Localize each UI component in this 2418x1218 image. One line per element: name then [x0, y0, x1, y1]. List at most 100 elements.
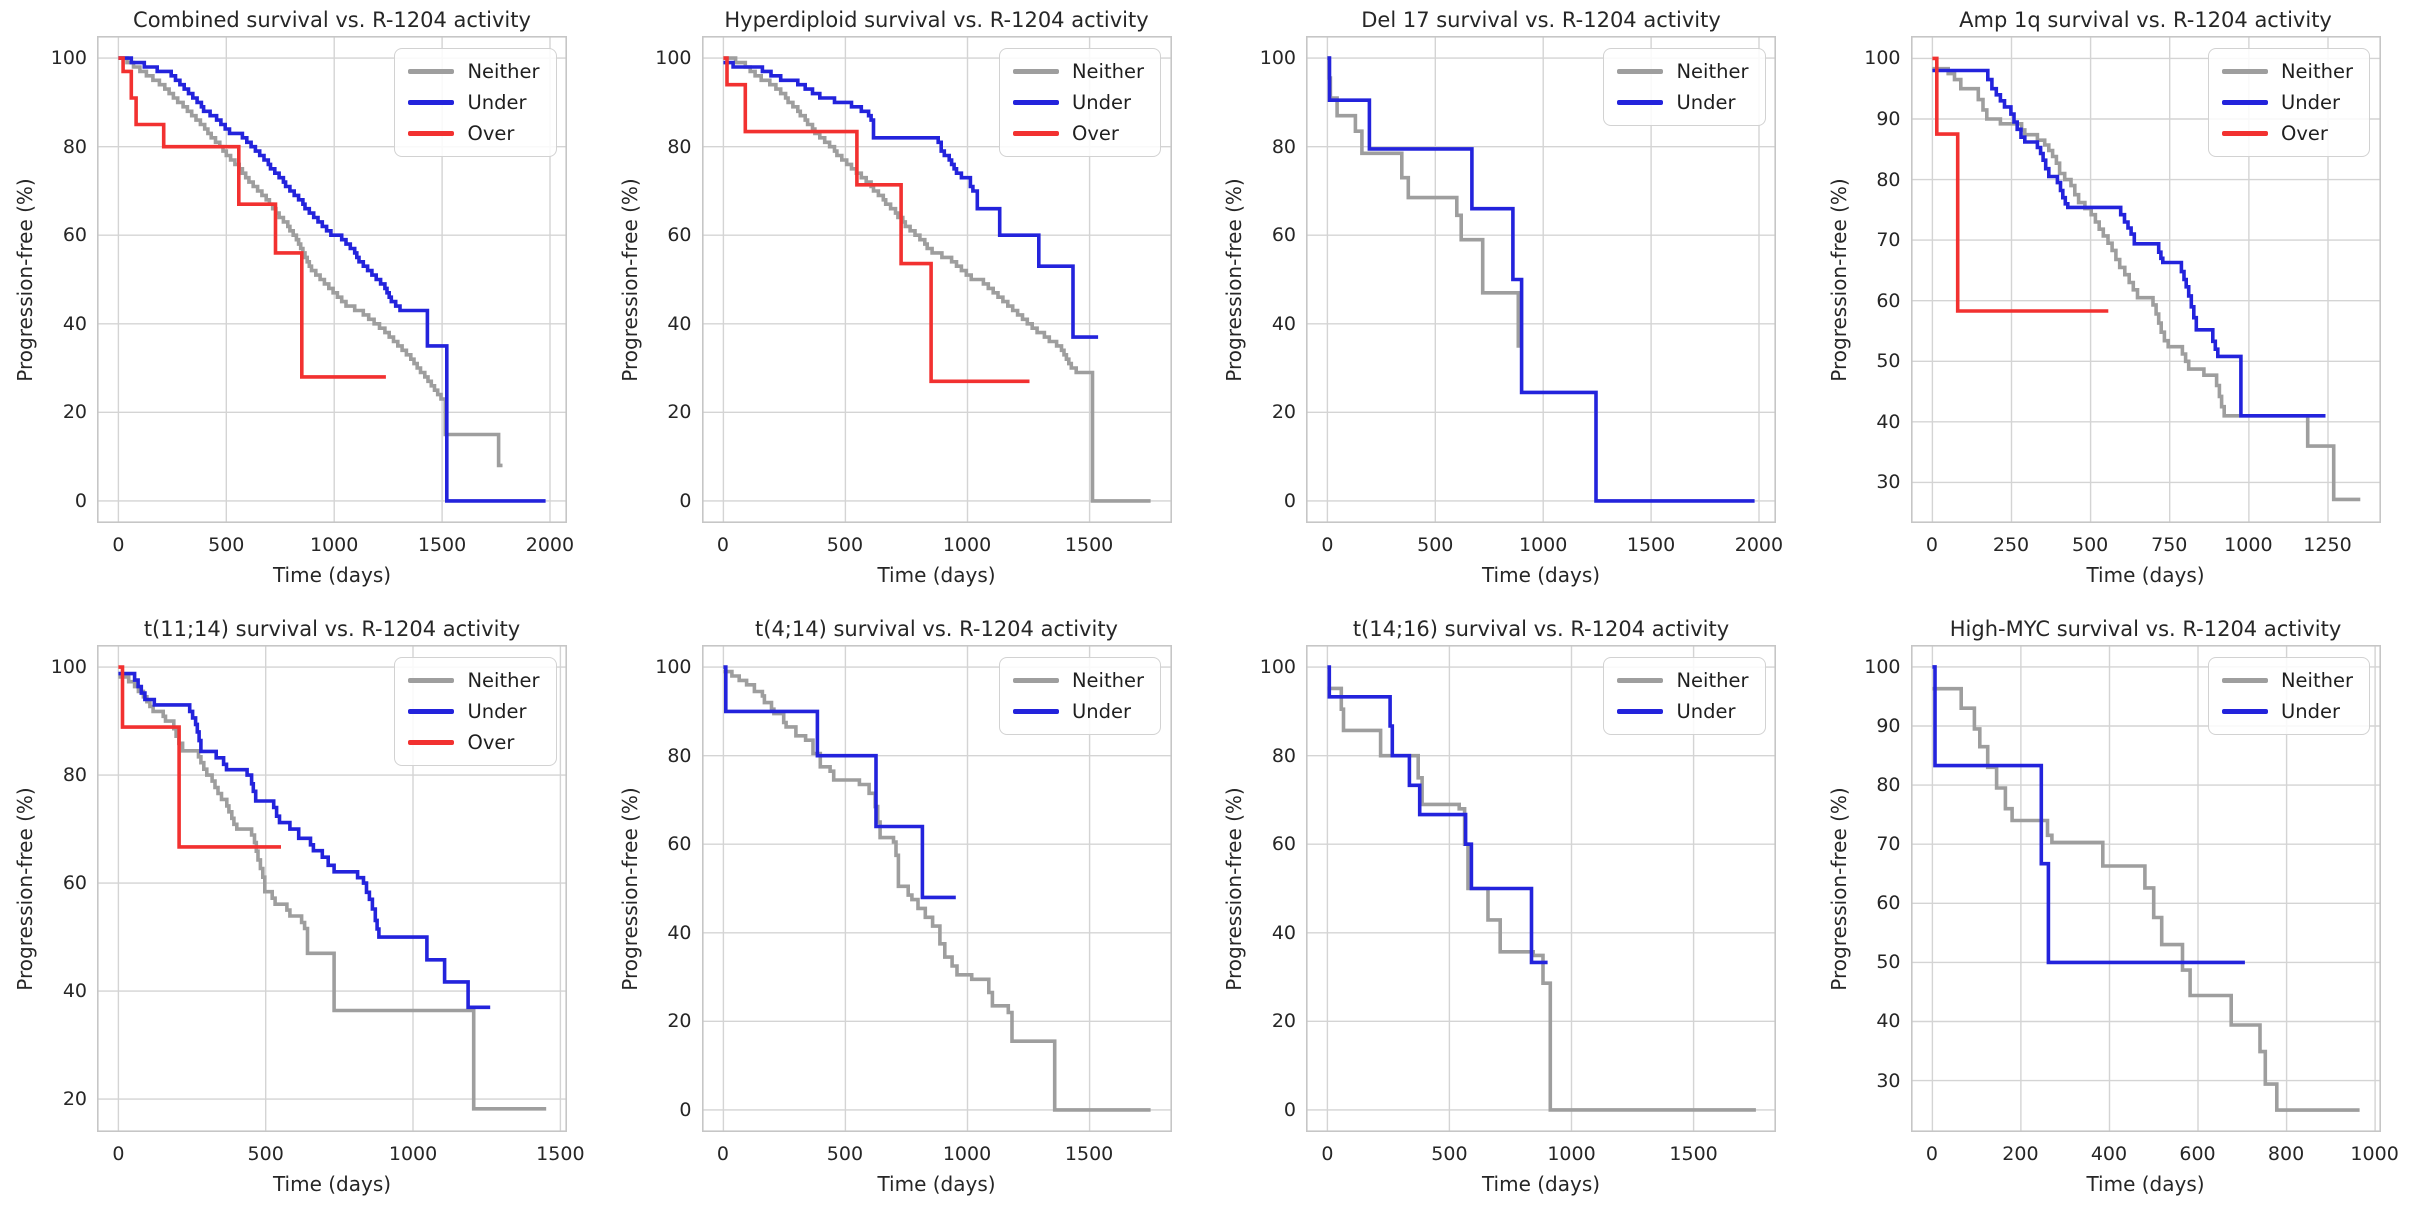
km-curve-neither — [118, 56, 503, 468]
y-tick-label: 100 — [655, 47, 692, 70]
legend-entry: Over — [408, 118, 539, 149]
y-tick-label: 60 — [667, 833, 692, 856]
y-tick-label: 40 — [1876, 1010, 1901, 1033]
y-tick-label: 90 — [1876, 714, 1901, 737]
y-tick-label: 40 — [62, 312, 87, 335]
chart-title: High-MYC survival vs. R-1204 activity — [1949, 617, 2342, 641]
x-tick-label: 600 — [2179, 1143, 2216, 1165]
legend-swatch-under — [1012, 100, 1059, 105]
y-axis-label: Progression-free (%) — [1222, 786, 1246, 991]
legend-swatch-over — [1012, 131, 1059, 136]
chart-title: Amp 1q survival vs. R-1204 activity — [1959, 8, 2332, 32]
x-tick-label: 750 — [2151, 534, 2188, 556]
y-tick-label: 80 — [1876, 774, 1901, 797]
legend-entry: Neither — [1012, 665, 1144, 696]
subplot-hyperdiploid: Hyperdiploid survival vs. R-1204 activit… — [605, 0, 1209, 609]
chart-title: Hyperdiploid survival vs. R-1204 activit… — [724, 8, 1149, 32]
x-tick-label: 1500 — [1064, 534, 1114, 556]
plot-frame — [97, 36, 567, 523]
y-tick-label: 30 — [1876, 1069, 1901, 1092]
legend-entry: Neither — [408, 56, 540, 87]
x-tick-label: 500 — [247, 1143, 284, 1165]
plot-frame — [701, 36, 1172, 523]
legend-label: Under — [1071, 91, 1131, 114]
x-tick-label: 1500 — [1626, 534, 1676, 556]
x-tick-label: 500 — [2071, 534, 2109, 556]
plot-area — [97, 645, 567, 1132]
y-tick-label: 20 — [62, 1088, 87, 1111]
legend-entry: Under — [2221, 87, 2353, 118]
km-curve-under — [722, 60, 1098, 339]
x-tick-label: 400 — [2090, 1143, 2128, 1165]
x-tick-label: 1000 — [2350, 1143, 2399, 1165]
y-tick-label: 0 — [679, 1098, 692, 1121]
y-tick-label: 20 — [1271, 1010, 1296, 1033]
subplot-del17: Del 17 survival vs. R-1204 activity Progr… — [1209, 0, 1813, 609]
y-tick-label: 60 — [62, 224, 87, 247]
y-tick-label: 100 — [655, 656, 692, 679]
y-tick-label: 80 — [1271, 135, 1296, 158]
legend-entry: Under — [1617, 87, 1748, 118]
subplot-combined: Combined survival vs. R-1204 activity Pro… — [0, 0, 604, 609]
legend-swatch-under — [1012, 709, 1059, 714]
x-tick-label: 1000 — [388, 1143, 438, 1165]
km-curve-neither — [1931, 686, 2360, 1112]
y-axis-label: Progression-free (%) — [13, 177, 37, 382]
chart-title: Del 17 survival vs. R-1204 activity — [1361, 8, 1721, 32]
x-tick-label: 1500 — [1669, 1143, 1718, 1165]
km-curve-neither — [118, 675, 547, 1111]
km-curve-over — [1931, 56, 2108, 313]
legend-swatch-under — [408, 709, 455, 714]
y-tick-label: 60 — [1876, 289, 1901, 312]
plot-area — [1910, 36, 2381, 523]
y-tick-label: 20 — [1271, 401, 1296, 424]
x-tick-label: 200 — [2002, 1143, 2039, 1165]
legend-label: Under — [1676, 91, 1736, 114]
x-tick-label: 500 — [826, 534, 864, 556]
km-curve-over — [118, 665, 281, 849]
x-tick-label: 0 — [112, 1143, 125, 1165]
legend-entry: Under — [408, 696, 539, 727]
legend-label: Under — [1676, 700, 1736, 723]
plot-frame — [1910, 645, 2381, 1132]
y-tick-label: 70 — [1876, 229, 1901, 252]
x-tick-label: 1000 — [1547, 1143, 1596, 1165]
y-tick-label: 100 — [50, 47, 87, 70]
x-axis-label: Time (days) — [272, 563, 392, 587]
plot-frame — [1306, 36, 1776, 523]
x-axis-label: Time (days) — [2086, 1172, 2205, 1196]
legend-label: Neither — [2280, 669, 2353, 692]
x-tick-label: 1250 — [2303, 534, 2352, 556]
km-curve-under — [118, 671, 491, 1010]
legend-swatch-under — [408, 100, 455, 105]
x-tick-label: 250 — [1992, 534, 2030, 556]
legend-label: Neither — [1676, 60, 1749, 83]
x-axis-label: Time (days) — [1481, 563, 1601, 587]
legend-label: Neither — [467, 60, 540, 83]
legend-entry: Under — [408, 87, 539, 118]
plot-area — [1306, 645, 1776, 1132]
x-axis-label: Time (days) — [1481, 1172, 1601, 1196]
legend-label: Over — [1071, 122, 1119, 145]
y-tick-label: 100 — [50, 656, 87, 679]
km-curve-over — [722, 56, 1029, 384]
y-tick-label: 80 — [1876, 168, 1901, 191]
km-curve-neither — [722, 669, 1151, 1112]
legend-swatch-neither — [1617, 69, 1664, 74]
legend-label: Under — [467, 91, 527, 114]
legend-swatch-neither — [1012, 678, 1059, 683]
legend-swatch-under — [1617, 709, 1664, 714]
y-tick-label: 0 — [679, 489, 692, 512]
y-tick-label: 40 — [1876, 410, 1901, 433]
plot-frame — [1306, 645, 1776, 1132]
km-curve-under — [1931, 68, 2325, 418]
km-curve-under — [1327, 665, 1548, 965]
legend-entry: Over — [408, 727, 539, 758]
plot-area — [97, 36, 567, 523]
y-tick-label: 20 — [667, 1010, 692, 1033]
x-tick-label: 0 — [1321, 1143, 1334, 1165]
plot-frame — [1910, 36, 2381, 523]
y-tick-label: 0 — [1283, 1098, 1296, 1121]
y-axis-label: Progression-free (%) — [617, 786, 642, 991]
